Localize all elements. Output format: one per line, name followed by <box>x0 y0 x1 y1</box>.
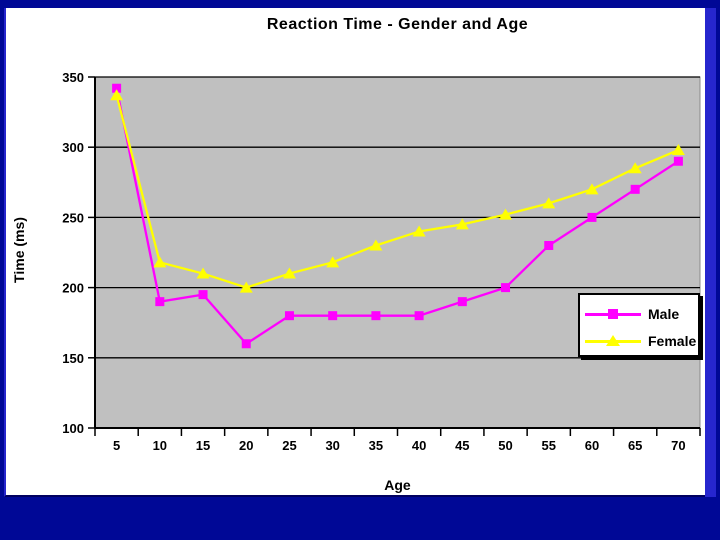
x-tick-label: 15 <box>196 438 210 453</box>
x-tick-label: 5 <box>113 438 120 453</box>
female-marker <box>455 218 469 230</box>
female-marker <box>585 183 599 195</box>
x-tick-label: 55 <box>542 438 556 453</box>
female-marker <box>628 162 642 174</box>
chart-panel: Reaction Time - Gender and Age Time (ms)… <box>4 8 705 497</box>
male-marker <box>328 311 338 321</box>
legend: Male Female <box>578 293 700 357</box>
plot-background <box>94 76 701 429</box>
female-marker <box>326 256 340 268</box>
female-marker <box>671 144 685 156</box>
male-marker <box>155 297 165 307</box>
x-tick-label: 20 <box>239 438 253 453</box>
x-tick-label: 40 <box>412 438 426 453</box>
male-marker <box>630 184 640 194</box>
male-marker <box>587 212 597 222</box>
x-tick-label: 60 <box>585 438 599 453</box>
y-tick-label: 350 <box>62 70 84 85</box>
legend-item-female: Female <box>580 327 698 354</box>
male-marker <box>371 311 381 321</box>
male-marker <box>544 240 554 250</box>
legend-label-male: Male <box>648 305 680 322</box>
chart-plot-area: 100 150 200 250 300 350 5 10 15 20 25 30 35 40 45 50 55 6… <box>62 70 701 493</box>
female-marker <box>196 267 210 279</box>
male-marker <box>501 283 511 293</box>
y-tick-label: 250 <box>62 210 84 225</box>
x-tick-label: 65 <box>628 438 642 453</box>
y-tick-label: 100 <box>62 421 84 436</box>
chart-title: Reaction Time - Gender and Age <box>266 16 529 33</box>
x-axis-title: Age <box>384 477 411 493</box>
x-tick-label: 70 <box>671 438 685 453</box>
x-tick-label: 45 <box>455 438 469 453</box>
male-marker <box>414 311 424 321</box>
male-series-sample <box>585 307 641 321</box>
x-tick-label: 35 <box>369 438 383 453</box>
male-marker <box>673 156 683 166</box>
y-tick-label: 200 <box>62 281 84 296</box>
female-marker <box>499 208 513 220</box>
legend-label-female: Female <box>648 332 697 349</box>
female-marker <box>110 89 124 101</box>
female-marker <box>239 281 253 293</box>
male-marker <box>198 290 208 300</box>
male-marker <box>112 83 122 93</box>
female-marker <box>542 197 556 209</box>
female-triangle-marker-icon <box>606 334 620 346</box>
legend-item-male: Male <box>580 300 698 327</box>
x-tick-label: 25 <box>282 438 296 453</box>
female-marker <box>153 256 167 268</box>
x-tick-label: 30 <box>325 438 339 453</box>
male-marker <box>457 297 467 307</box>
female-marker <box>369 239 383 251</box>
male-line <box>115 88 680 346</box>
male-marker <box>284 311 294 321</box>
x-tick-label: 50 <box>498 438 512 453</box>
male-square-marker-icon <box>608 308 618 319</box>
y-tick-label: 300 <box>62 140 84 155</box>
female-marker <box>282 267 296 279</box>
slide-accent-strip <box>705 8 716 497</box>
female-series-sample <box>585 334 641 348</box>
female-line <box>115 94 679 289</box>
x-tick-label: 10 <box>153 438 167 453</box>
female-marker <box>412 225 426 237</box>
y-tick-label: 150 <box>62 351 84 366</box>
male-marker <box>241 339 251 349</box>
